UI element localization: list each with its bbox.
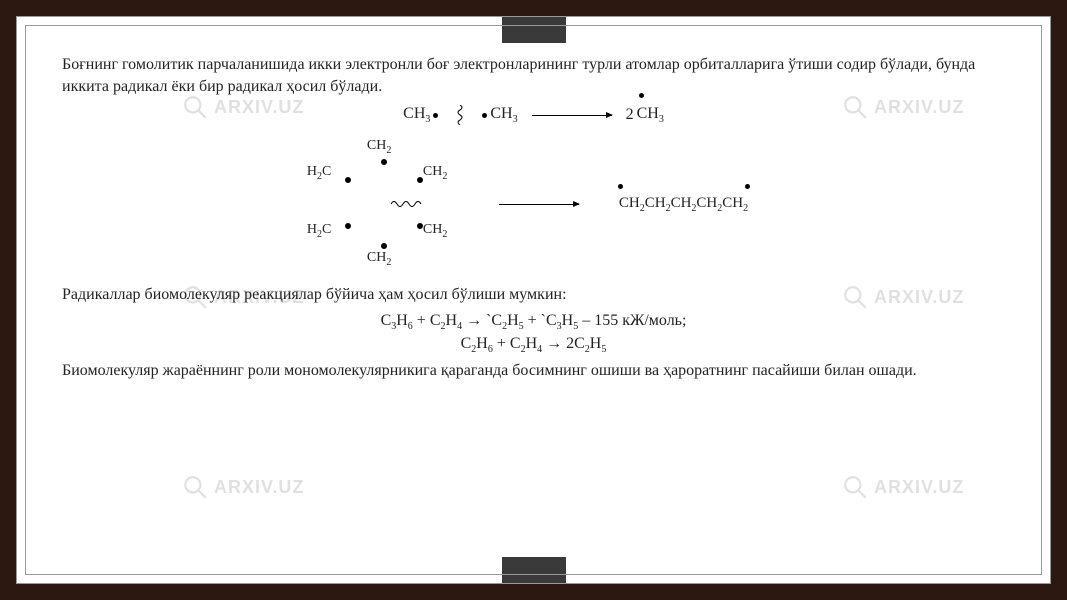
watermark: ARXIV.UZ <box>842 474 964 500</box>
ring-label: CH2 <box>367 137 391 157</box>
reactant-left: CH3 <box>403 103 438 127</box>
ring-label: CH2 <box>367 249 391 269</box>
equation-1: С3Н6 + С2Н4 → `С2Н5 + `С3Н5 – 155 кЖ/мол… <box>62 311 1005 333</box>
equation-2: С2Н6 + С2Н4 → 2С2Н5 <box>62 334 1005 356</box>
ch3-label: CH3 <box>490 103 517 127</box>
ring-label: CH2 <box>423 163 447 183</box>
radical-dot-icon <box>618 184 623 189</box>
reaction-2: CH2 CH2 CH2 CH2 H2C H2C CH2CH2CH2CH2CH2 <box>62 137 1005 272</box>
ring-atom-dot <box>381 159 387 165</box>
slide-card: ARXIV.UZARXIV.UZARXIV.UZARXIV.UZARXIV.UZ… <box>16 16 1051 584</box>
paragraph-3: Биомолекуляр жараённинг роли мономолекул… <box>62 360 1005 382</box>
inner-border: ARXIV.UZARXIV.UZARXIV.UZARXIV.UZARXIV.UZ… <box>25 25 1042 575</box>
reactant-right: CH3 <box>482 103 517 127</box>
homolytic-bond-icon <box>452 105 468 125</box>
ring-label: H2C <box>307 221 331 241</box>
radical-ch3: CH3 <box>637 103 664 127</box>
reaction-1: CH3 CH3 2 CH3 <box>62 103 1005 127</box>
ring-atom-dot <box>345 223 351 229</box>
cyclohexane-ring: CH2CH2CH2CH2H2CH2C <box>319 137 459 272</box>
ring-label: H2C <box>307 163 331 183</box>
ring-atom-dot <box>345 177 351 183</box>
equations: С3Н6 + С2Н4 → `С2Н5 + `С3Н5 – 155 кЖ/мол… <box>62 311 1005 355</box>
ring-label: CH2 <box>423 221 447 241</box>
electron-dot <box>482 113 487 118</box>
electron-dot <box>433 113 438 118</box>
arrow-icon <box>532 115 612 116</box>
radical-dot-icon <box>745 184 750 189</box>
radical-dot-icon <box>639 93 644 98</box>
arrow-icon <box>499 204 579 205</box>
ch3-label: CH3 <box>403 103 430 127</box>
product: 2 CH3 <box>626 103 664 127</box>
product-chain: CH2CH2CH2CH2CH2 <box>619 193 748 216</box>
coef: 2 <box>626 104 634 126</box>
watermark: ARXIV.UZ <box>182 474 304 500</box>
content: ARXIV.UZARXIV.UZARXIV.UZARXIV.UZARXIV.UZ… <box>62 54 1005 554</box>
ring-break-icon <box>391 195 425 217</box>
paragraph-1: Боғнинг гомолитик парчаланишида икки эле… <box>62 54 1005 97</box>
paragraph-2: Радикаллар биомолекуляр реакциялар бўйич… <box>62 284 1005 306</box>
